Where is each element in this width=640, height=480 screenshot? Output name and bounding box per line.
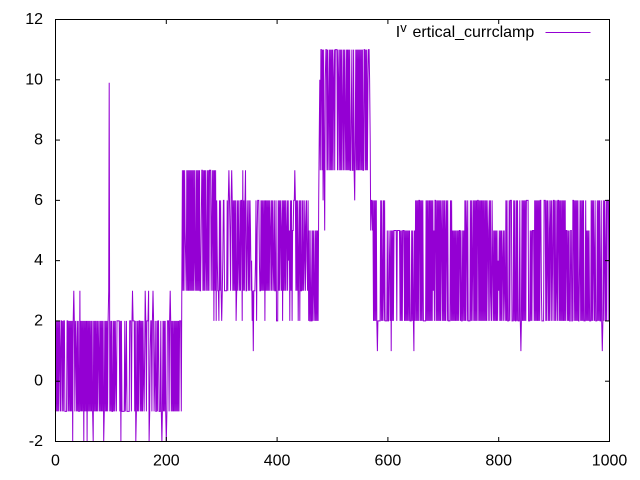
svg-text:6: 6 xyxy=(34,192,43,209)
svg-text:200: 200 xyxy=(153,452,180,469)
svg-text:2: 2 xyxy=(34,312,43,329)
svg-text:0: 0 xyxy=(51,452,60,469)
svg-text:1000: 1000 xyxy=(592,452,628,469)
svg-text:600: 600 xyxy=(375,452,402,469)
svg-text:400: 400 xyxy=(264,452,291,469)
svg-text:0: 0 xyxy=(34,373,43,390)
svg-text:12: 12 xyxy=(25,11,43,28)
svg-text:-2: -2 xyxy=(29,433,43,450)
svg-text:8: 8 xyxy=(34,132,43,149)
svg-text:800: 800 xyxy=(485,452,512,469)
svg-text:10: 10 xyxy=(25,71,43,88)
svg-text:4: 4 xyxy=(34,252,43,269)
